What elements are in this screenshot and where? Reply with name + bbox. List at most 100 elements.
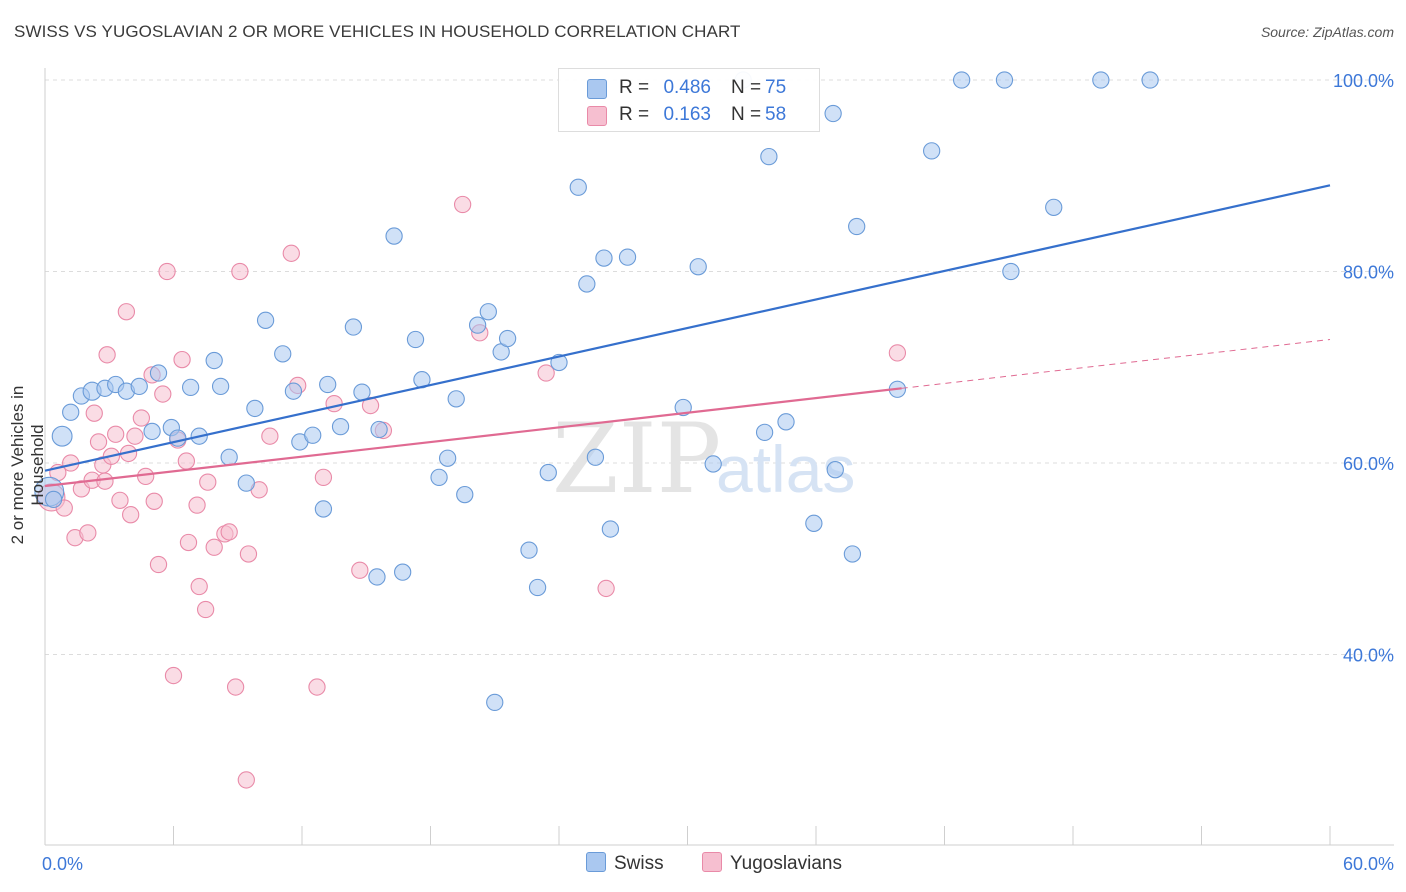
yugoslavians-point (122, 506, 140, 524)
yugoslavians-point (190, 577, 208, 596)
yugoslavians-point (111, 491, 129, 509)
yugoslavians-point (205, 538, 223, 556)
yugoslavians-point (177, 452, 196, 470)
swiss-point (274, 345, 292, 363)
swiss-point (430, 468, 448, 487)
yugoslavians-point (89, 433, 108, 451)
yugoslavians-point (126, 427, 144, 445)
yugoslavians-point (888, 344, 907, 362)
yugoslavians-point (199, 473, 217, 491)
swiss-point (805, 514, 823, 532)
swiss-point (755, 423, 774, 442)
yugoslavians-swatch (702, 852, 722, 872)
swiss-point (479, 303, 497, 321)
swiss-point (438, 449, 457, 467)
swiss-point (344, 318, 363, 336)
legend-n-value: 58 (765, 104, 787, 125)
yugoslavians-point (117, 303, 136, 321)
legend-r-value: 0.163 (663, 104, 711, 125)
yugoslavians-point (107, 425, 125, 443)
swiss-point (601, 520, 620, 538)
yugoslavians-point (308, 678, 326, 696)
swiss-point (674, 398, 692, 417)
swiss-point (149, 364, 168, 382)
swiss-point (528, 578, 547, 597)
swiss-points (34, 71, 1159, 712)
tick-labels: 40.0% 60.0% 80.0% 100.0% 0.0% 60.0% (42, 71, 1394, 874)
y-axis-label: 2 or more Vehicles in Household (8, 385, 47, 545)
correlation-legend: R = 0.486 N = 75 R = 0.163 N = 58 (558, 68, 820, 132)
legend-r-label: R = (619, 77, 650, 98)
swiss-point (143, 422, 161, 441)
swiss-point (704, 455, 722, 473)
swiss-point (394, 563, 412, 581)
yugoslavians-point (149, 555, 168, 574)
swiss-point (220, 448, 238, 466)
yugoslavians-point (597, 579, 615, 598)
swiss-point (304, 426, 322, 444)
chart-title: SWISS VS YUGOSLAVIAN 2 OR MORE VEHICLES … (14, 22, 741, 41)
yugoslavians-point (158, 262, 176, 281)
source-label: Source: ZipAtlas.com (1260, 24, 1394, 40)
swiss-point (284, 382, 303, 400)
yugoslavians-point (226, 678, 245, 696)
swiss-point (456, 485, 474, 504)
swiss-point (586, 448, 605, 466)
yugoslavians-point (154, 385, 172, 403)
swiss-point (211, 377, 230, 396)
yugoslavians-point (188, 496, 206, 514)
swiss-point (760, 147, 778, 166)
swiss-point (569, 178, 587, 196)
yugoslavians-legend-label: Yugoslavians (730, 853, 842, 874)
y-tick-label: 40.0% (1343, 646, 1394, 666)
swiss-point (848, 217, 866, 236)
swiss-point (353, 383, 371, 401)
swiss-point (595, 249, 613, 267)
swiss-point (1002, 262, 1020, 281)
swiss-point (1141, 71, 1159, 89)
yugoslavians-point (173, 350, 191, 369)
axes (44, 68, 1394, 846)
swiss-point (520, 541, 538, 559)
yugoslavians-trend-extension (901, 338, 1331, 389)
legend-row-yugoslavians: R = 0.163 N = 58 (559, 102, 819, 128)
legend-r-value: 0.486 (663, 77, 711, 98)
swiss-point (498, 329, 517, 348)
yugoslavians-point (314, 468, 333, 487)
swiss-point (618, 248, 637, 266)
swiss-point (130, 377, 148, 396)
swiss-point (62, 403, 80, 421)
swiss-point (1045, 198, 1063, 216)
legend-r-label: R = (619, 104, 650, 125)
bottom-legend-swiss: Swiss (586, 852, 664, 875)
legend-n-value: 75 (765, 77, 787, 98)
swiss-point (169, 429, 187, 447)
swiss-legend-label: Swiss (614, 853, 664, 874)
yugoslavians-point (85, 404, 103, 422)
yugoslavians-point (237, 771, 255, 789)
swiss-point (468, 316, 487, 334)
yugoslavians-point (145, 492, 163, 510)
x-tick-label-min: 0.0% (42, 854, 83, 874)
swiss-point (539, 463, 557, 482)
x-tick-label-max: 60.0% (1343, 854, 1394, 874)
yugoslavians-point (79, 524, 97, 542)
swiss-swatch (586, 852, 606, 872)
swiss-point (44, 490, 63, 509)
swiss-point (1092, 71, 1110, 89)
yugoslavians-point (179, 533, 198, 552)
yugoslavians-point (132, 409, 151, 427)
swiss-point (385, 227, 403, 245)
swiss-point (370, 420, 388, 439)
yugoslavians-point (98, 346, 116, 364)
bottom-legend-yugoslavians: Yugoslavians (702, 852, 842, 875)
grid (45, 79, 1394, 655)
watermark-zip: ZIP (552, 403, 721, 515)
swiss-point (181, 378, 200, 397)
swiss-point (447, 390, 465, 408)
y-tick-label: 80.0% (1343, 263, 1394, 283)
swiss-point (777, 413, 795, 431)
swiss-swatch (587, 79, 607, 99)
swiss-point (824, 104, 842, 123)
